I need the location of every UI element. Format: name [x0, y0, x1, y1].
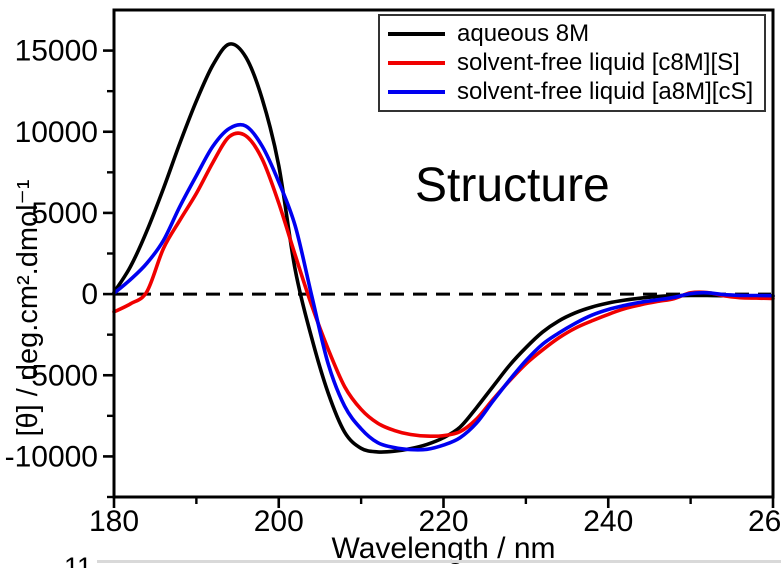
legend-label-aqueous-8m: aqueous 8M — [457, 19, 590, 47]
legend-label-c8m-s: solvent-free liquid [c8M][S] — [457, 48, 740, 76]
bottom-divider-line — [97, 560, 781, 563]
x-tick-label: 180 — [89, 505, 139, 538]
page-number-cutoff: 11 — [64, 552, 93, 568]
structure-annotation: Structure — [415, 159, 610, 212]
series-curve-2 — [112, 122, 775, 452]
legend-item-aqueous-8m: aqueous 8M — [388, 19, 756, 48]
x-tick-label: 220 — [418, 505, 468, 538]
series-curve-0 — [112, 42, 775, 454]
legend-item-a8m-cs: solvent-free liquid [a8M][cS] — [388, 78, 756, 107]
y-tick-label: -5000 — [21, 359, 98, 392]
legend-line-swatch-blue — [388, 90, 445, 95]
y-tick-label: 0 — [81, 278, 98, 311]
y-tick-label: 15000 — [15, 35, 98, 68]
legend-item-c8m-s: solvent-free liquid [c8M][S] — [388, 48, 756, 77]
x-tick-label: 240 — [583, 505, 633, 538]
y-tick-label: 5000 — [31, 197, 98, 230]
y-tick-label: 10000 — [15, 116, 98, 149]
legend-label-a8m-cs: solvent-free liquid [a8M][cS] — [457, 78, 754, 106]
chart-legend: aqueous 8M solvent-free liquid [c8M][S] … — [378, 14, 766, 112]
y-axis-title: [θ] / deg.cm².dmol⁻¹ — [12, 179, 44, 437]
x-axis-title: Wavelength / nm — [331, 532, 556, 565]
y-tick-label: -10000 — [5, 440, 98, 473]
x-tick-label: 200 — [254, 505, 304, 538]
x-tick-label: 260 — [748, 505, 781, 538]
legend-line-swatch-red — [388, 60, 445, 65]
legend-line-swatch-black — [388, 31, 445, 36]
